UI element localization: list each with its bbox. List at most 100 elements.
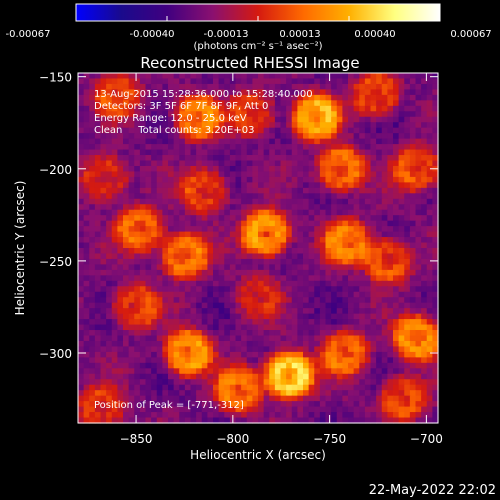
heatmap-cell xyxy=(409,308,417,315)
heatmap-cell xyxy=(229,346,237,353)
heatmap-cell xyxy=(291,94,298,101)
heatmap-cell xyxy=(286,406,293,413)
heatmap-cell xyxy=(139,346,147,353)
heatmap-cell xyxy=(269,144,276,151)
heatmap-cell xyxy=(218,351,225,358)
heatmap-cell xyxy=(342,308,349,315)
heatmap-cell xyxy=(370,395,377,402)
heatmap-cell xyxy=(83,209,90,216)
heatmap-cell xyxy=(314,417,321,424)
heatmap-cell xyxy=(348,144,355,151)
heatmap-cell xyxy=(280,83,287,91)
colorbar-tick-label: -0.00067 xyxy=(6,29,51,40)
heatmap-cell xyxy=(78,308,85,315)
heatmap-cell xyxy=(359,351,366,358)
heatmap-cell xyxy=(173,313,180,320)
heatmap-cell xyxy=(325,176,332,183)
heatmap-cell xyxy=(303,264,310,271)
heatmap-cell xyxy=(393,324,400,331)
heatmap-cell xyxy=(224,100,231,107)
heatmap-cell xyxy=(381,335,388,342)
heatmap-cell xyxy=(269,346,276,353)
heatmap-cell xyxy=(145,83,152,91)
heatmap-cell xyxy=(286,198,293,205)
heatmap-cell xyxy=(359,204,366,211)
heatmap-cell xyxy=(139,122,147,129)
heatmap-cell xyxy=(218,176,225,183)
heatmap-cell xyxy=(263,100,270,107)
heatmap-cell xyxy=(111,330,118,337)
heatmap-cell xyxy=(280,275,287,282)
heatmap-cell xyxy=(376,73,383,80)
heatmap-cell xyxy=(207,155,214,162)
heatmap-cell xyxy=(291,324,298,331)
heatmap-cell xyxy=(370,324,377,331)
heatmap-cell xyxy=(286,122,293,129)
heatmap-cell xyxy=(291,346,298,353)
heatmap-cell xyxy=(303,324,310,331)
heatmap-cell xyxy=(207,417,214,424)
heatmap-cell xyxy=(117,116,124,123)
heatmap-cell xyxy=(404,264,411,271)
heatmap-cell xyxy=(100,395,107,402)
heatmap-cell xyxy=(106,149,113,156)
heatmap-cell xyxy=(319,417,327,424)
heatmap-cell xyxy=(336,220,343,227)
heatmap-cell xyxy=(353,258,360,266)
heatmap-cell xyxy=(94,362,102,369)
heatmap-cell xyxy=(179,302,186,309)
heatmap-cell xyxy=(78,198,85,205)
heatmap-cell xyxy=(134,319,141,326)
heatmap-cell xyxy=(128,116,135,123)
heatmap-cell xyxy=(348,412,355,419)
heatmap-cell xyxy=(325,182,332,189)
heatmap-cell xyxy=(207,89,214,96)
heatmap-cell xyxy=(258,160,265,167)
heatmap-cell xyxy=(336,362,343,369)
heatmap-cell xyxy=(139,330,147,337)
heatmap-cell xyxy=(106,215,113,222)
heatmap-cell xyxy=(89,149,96,156)
heatmap-cell xyxy=(241,127,248,134)
heatmap-cell xyxy=(286,176,293,183)
heatmap-cell xyxy=(139,237,147,244)
heatmap-cell xyxy=(207,111,214,118)
heatmap-cell xyxy=(190,362,197,369)
heatmap-cell xyxy=(376,242,383,249)
heatmap-cell xyxy=(134,209,141,216)
heatmap-cell xyxy=(89,182,96,189)
heatmap-cell xyxy=(229,373,237,380)
heatmap-cell xyxy=(89,417,96,424)
heatmap-cell xyxy=(297,160,304,167)
heatmap-cell xyxy=(364,313,372,320)
heatmap-cell xyxy=(89,313,96,320)
heatmap-cell xyxy=(83,116,90,123)
heatmap-cell xyxy=(145,226,152,233)
heatmap-cell xyxy=(291,330,298,337)
heatmap-cell xyxy=(263,220,270,227)
heatmap-cell xyxy=(297,105,304,112)
heatmap-cell xyxy=(190,340,197,348)
heatmap-cell xyxy=(274,258,282,266)
heatmap-cell xyxy=(359,302,366,309)
heatmap-cell xyxy=(376,155,383,162)
heatmap-cell xyxy=(325,253,332,260)
heatmap-cell xyxy=(291,209,298,216)
heatmap-cell xyxy=(173,379,180,386)
heatmap-cell xyxy=(286,165,293,173)
heatmap-cell xyxy=(117,308,124,315)
heatmap-cell xyxy=(303,94,310,101)
heatmap-cell xyxy=(235,209,242,216)
heatmap-cell xyxy=(83,220,90,227)
heatmap-cell xyxy=(336,417,343,424)
heatmap-cell xyxy=(308,379,315,386)
heatmap-cell xyxy=(128,395,135,402)
heatmap-cell xyxy=(274,280,282,287)
heatmap-cell xyxy=(246,73,253,80)
heatmap-cell xyxy=(331,395,338,402)
heatmap-cell xyxy=(331,335,338,342)
heatmap-cell xyxy=(387,165,394,173)
heatmap-cell xyxy=(196,89,203,96)
heatmap-cell xyxy=(269,237,276,244)
heatmap-cell xyxy=(218,362,225,369)
